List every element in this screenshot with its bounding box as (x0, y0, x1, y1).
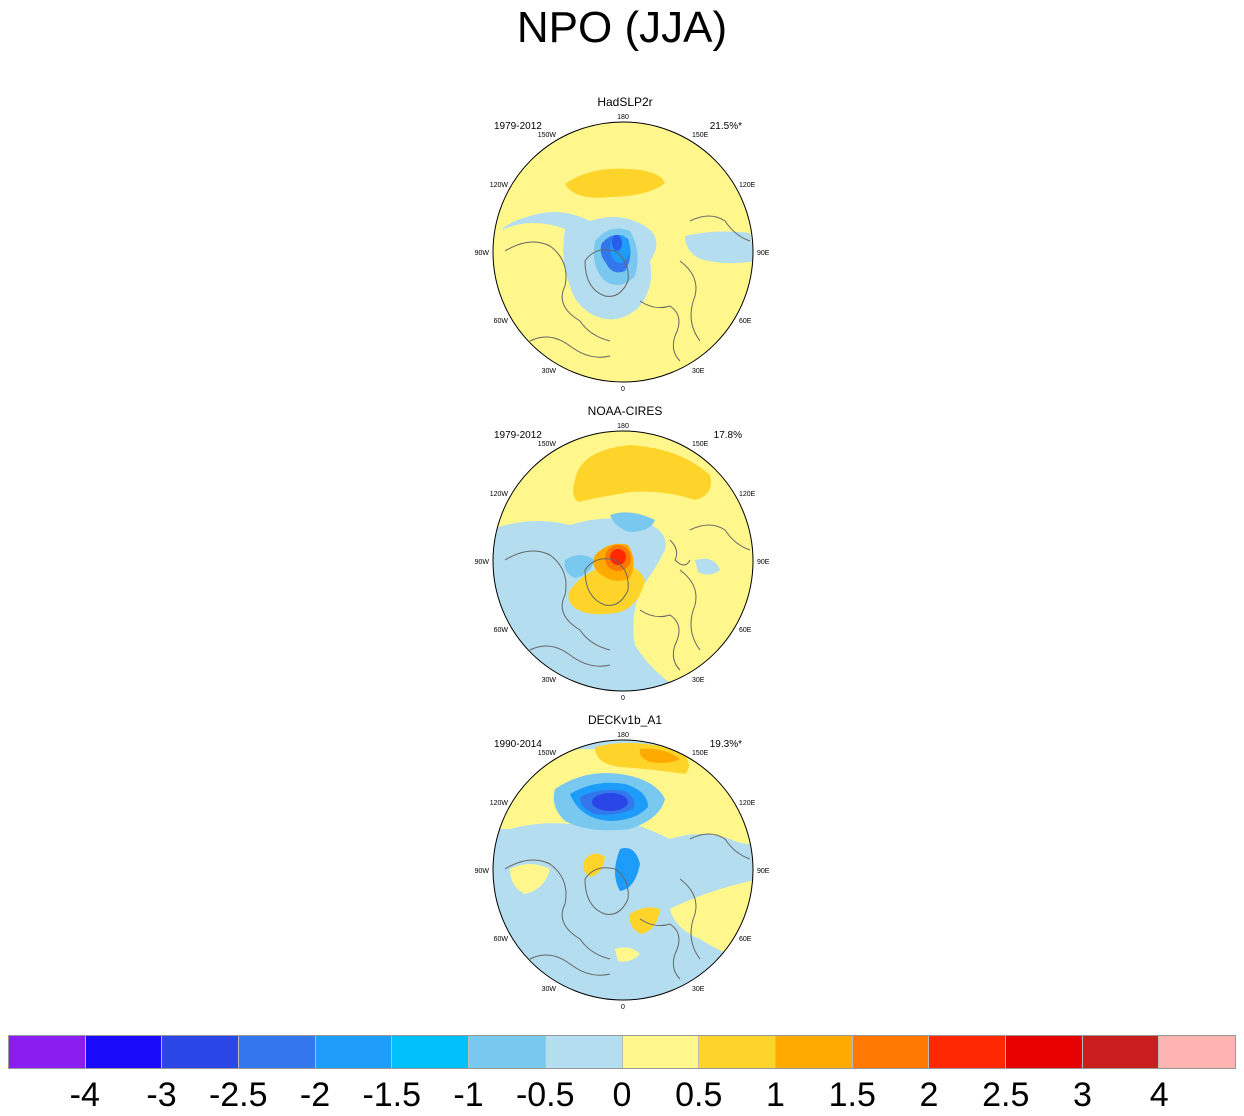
lon-label: 120W (490, 182, 509, 189)
panel-variance: 21.5%* (709, 121, 742, 132)
colorbar-label: -1 (453, 1076, 484, 1114)
colorbar-swatch (545, 1036, 623, 1068)
lon-label: 120W (490, 491, 509, 498)
lon-label: 180 (617, 114, 629, 121)
colorbar-label: -1.5 (362, 1076, 422, 1114)
lon-label: 120E (739, 182, 756, 189)
colorbar-swatch (85, 1036, 163, 1068)
map-panel-noaa-cires: NOAA-CIRES 1979-2012 17.8% (470, 404, 780, 704)
map-panel-deckv1b-a1: DECKv1b_A1 1990-2014 19.3%* (470, 713, 780, 1013)
map-panel-hadslp2r: HadSLP2r 1979-2012 21.5%* 180 150E (470, 95, 780, 395)
colorbar-swatch (1159, 1036, 1235, 1068)
lon-label: 0 (621, 1004, 625, 1011)
colorbar (8, 1035, 1236, 1069)
colorbar-label: 2 (919, 1076, 939, 1114)
panel-period: 1979-2012 (494, 430, 542, 441)
lon-label: 60W (494, 318, 509, 325)
colorbar-swatch (699, 1036, 776, 1068)
lon-label: 180 (617, 732, 629, 739)
lon-label: 60W (494, 627, 509, 634)
lon-label: 60E (739, 627, 752, 634)
colorbar-label: 4 (1149, 1076, 1169, 1114)
colorbar-swatch (315, 1036, 393, 1068)
lon-label: 120W (490, 800, 509, 807)
lon-label: 30W (542, 986, 557, 993)
colorbar-swatch (622, 1036, 700, 1068)
lon-label: 30W (542, 677, 557, 684)
lon-label: 30E (692, 368, 705, 375)
polar-map: 180 150E 120E 90E 60E 30E 0 30W 60W 90W … (475, 732, 770, 1011)
colorbar-swatch (929, 1036, 1006, 1068)
colorbar-label: -4 (69, 1076, 100, 1114)
colorbar-label: 0.5 (675, 1076, 723, 1114)
lon-label: 120E (739, 800, 756, 807)
colorbar-swatch (469, 1036, 546, 1068)
colorbar-swatch (162, 1036, 240, 1068)
colorbar-label: -2.5 (208, 1076, 268, 1114)
lon-label: 90W (475, 559, 490, 566)
lon-label: 30E (692, 677, 705, 684)
colorbar-swatch (239, 1036, 316, 1068)
panel-period: 1990-2014 (494, 739, 542, 750)
lon-label: 60W (494, 936, 509, 943)
lon-label: 150E (692, 132, 709, 139)
colorbar-swatch (392, 1036, 470, 1068)
colorbar-label: 1.5 (828, 1076, 876, 1114)
figure-title: NPO (JJA) (516, 3, 728, 52)
colorbar-swatch (1005, 1036, 1083, 1068)
panel-title: DECKv1b_A1 (587, 713, 663, 727)
colorbar-label: -2 (299, 1076, 331, 1114)
colorbar-label: 0 (612, 1076, 632, 1114)
panel-variance: 17.8% (713, 430, 742, 441)
colorbar-swatch (775, 1036, 853, 1068)
lon-label: 90E (757, 559, 770, 566)
lon-label: 60E (739, 318, 752, 325)
lon-label: 120E (739, 491, 756, 498)
lon-label: 90E (757, 868, 770, 875)
lon-label: 30W (542, 368, 557, 375)
lon-label: 90E (757, 250, 770, 257)
colorbar-label: 3 (1073, 1076, 1092, 1114)
colorbar-label: -0.5 (515, 1076, 575, 1114)
polar-map: 180 150E 120E 90E 60E 30E 0 30W 60W 90W … (475, 423, 770, 702)
lon-label: 30E (692, 986, 705, 993)
polar-map: 180 150E 120E 90E 60E 30E 0 30W 60W 90W … (475, 114, 770, 393)
colorbar-label: 1 (766, 1076, 785, 1114)
lon-label: 150E (692, 750, 709, 757)
panel-variance: 19.3%* (709, 739, 742, 750)
colorbar-swatch (852, 1036, 930, 1068)
panel-title: HadSLP2r (597, 95, 653, 109)
lon-label: 90W (475, 250, 490, 257)
panel-period: 1979-2012 (494, 121, 542, 132)
colorbar-label: 2.5 (982, 1076, 1030, 1114)
lon-label: 150W (538, 750, 557, 757)
colorbar-swatch (1082, 1036, 1160, 1068)
lon-label: 150E (692, 441, 709, 448)
lon-label: 60E (739, 936, 752, 943)
lon-label: 150W (538, 132, 557, 139)
lon-label: 90W (475, 868, 490, 875)
lon-label: 0 (621, 695, 625, 702)
colorbar-swatch (9, 1036, 86, 1068)
colorbar-label: -3 (146, 1076, 177, 1114)
lon-label: 150W (538, 441, 557, 448)
panel-title: NOAA-CIRES (587, 404, 663, 418)
lon-label: 180 (617, 423, 629, 430)
lon-label: 0 (621, 386, 625, 393)
